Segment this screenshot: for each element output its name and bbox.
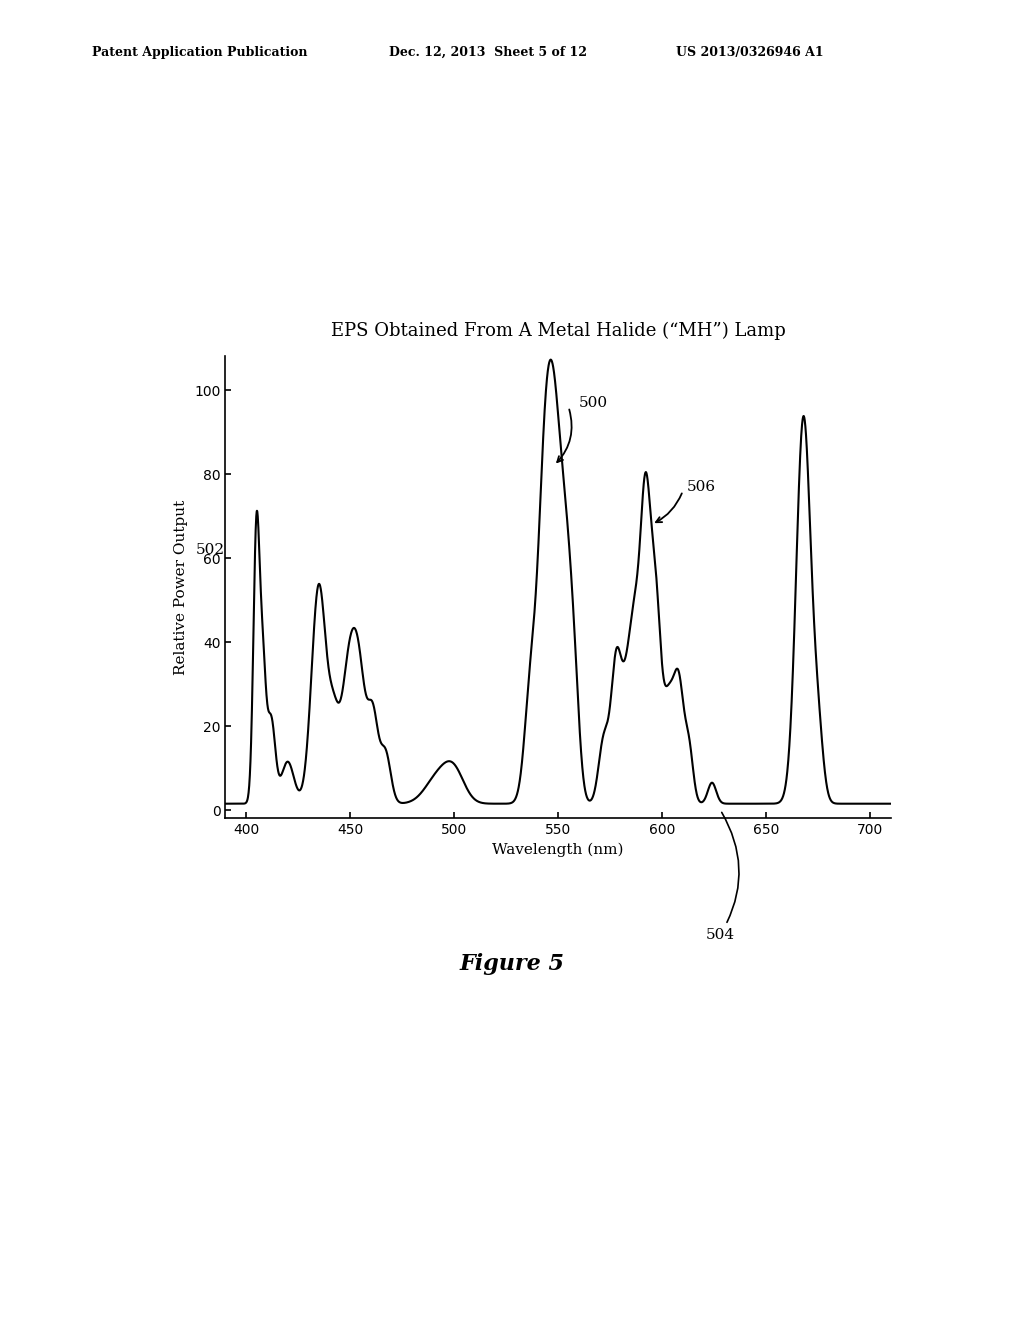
Text: 504: 504: [706, 812, 739, 941]
Text: US 2013/0326946 A1: US 2013/0326946 A1: [676, 46, 823, 59]
Text: Figure 5: Figure 5: [460, 953, 564, 974]
Text: 502: 502: [197, 543, 225, 557]
Text: 506: 506: [687, 479, 716, 494]
Text: Patent Application Publication: Patent Application Publication: [92, 46, 307, 59]
Title: EPS Obtained From A Metal Halide (“MH”) Lamp: EPS Obtained From A Metal Halide (“MH”) …: [331, 321, 785, 339]
Y-axis label: Relative Power Output: Relative Power Output: [174, 500, 188, 675]
X-axis label: Wavelength (nm): Wavelength (nm): [493, 842, 624, 857]
Text: 500: 500: [579, 396, 608, 409]
Text: Dec. 12, 2013  Sheet 5 of 12: Dec. 12, 2013 Sheet 5 of 12: [389, 46, 587, 59]
